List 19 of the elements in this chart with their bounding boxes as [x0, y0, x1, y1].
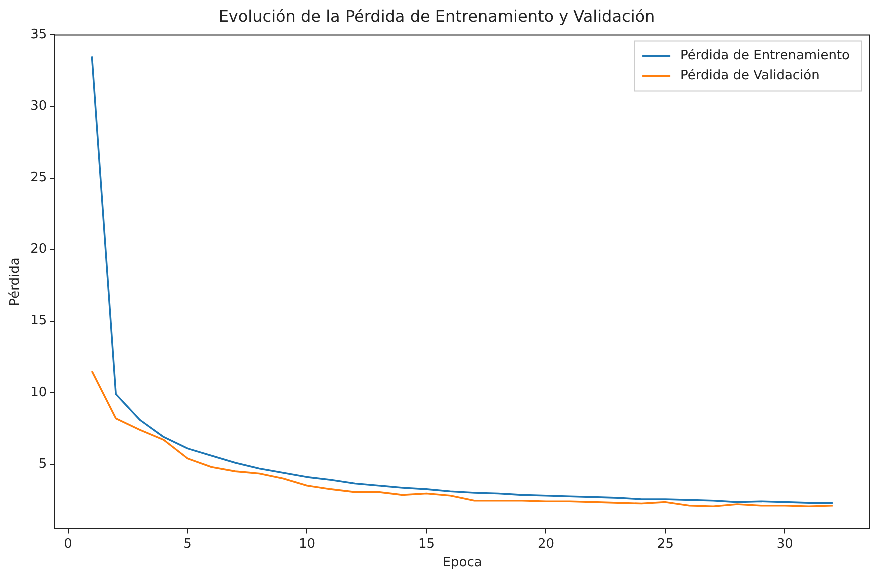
y-tick-label: 20: [30, 242, 48, 258]
x-tick-label: 0: [64, 536, 72, 552]
y-axis-title: Pérdida: [8, 258, 24, 306]
legend-label: Pérdida de Entrenamiento: [680, 48, 850, 64]
y-tick-label: 30: [30, 99, 48, 114]
chart-title: Evolución de la Pérdida de Entrenamiento y Validación: [218, 6, 656, 26]
x-tick-label: 20: [538, 536, 554, 552]
x-tick-label: 15: [418, 536, 435, 552]
x-axis-title: Epoca: [442, 556, 482, 571]
x-tick-label: 25: [657, 536, 674, 552]
x-tick-label: 10: [298, 536, 316, 552]
y-tick-label: 25: [30, 170, 48, 186]
y-tick-label: 5: [38, 456, 48, 472]
x-tick-label: 5: [184, 536, 192, 552]
legend-label: Pérdida de Validación: [680, 68, 820, 84]
x-tick-label: 30: [776, 536, 794, 552]
y-tick-label: 15: [30, 314, 48, 329]
y-tick-label: 10: [30, 385, 48, 400]
y-tick-label: 35: [30, 28, 48, 43]
